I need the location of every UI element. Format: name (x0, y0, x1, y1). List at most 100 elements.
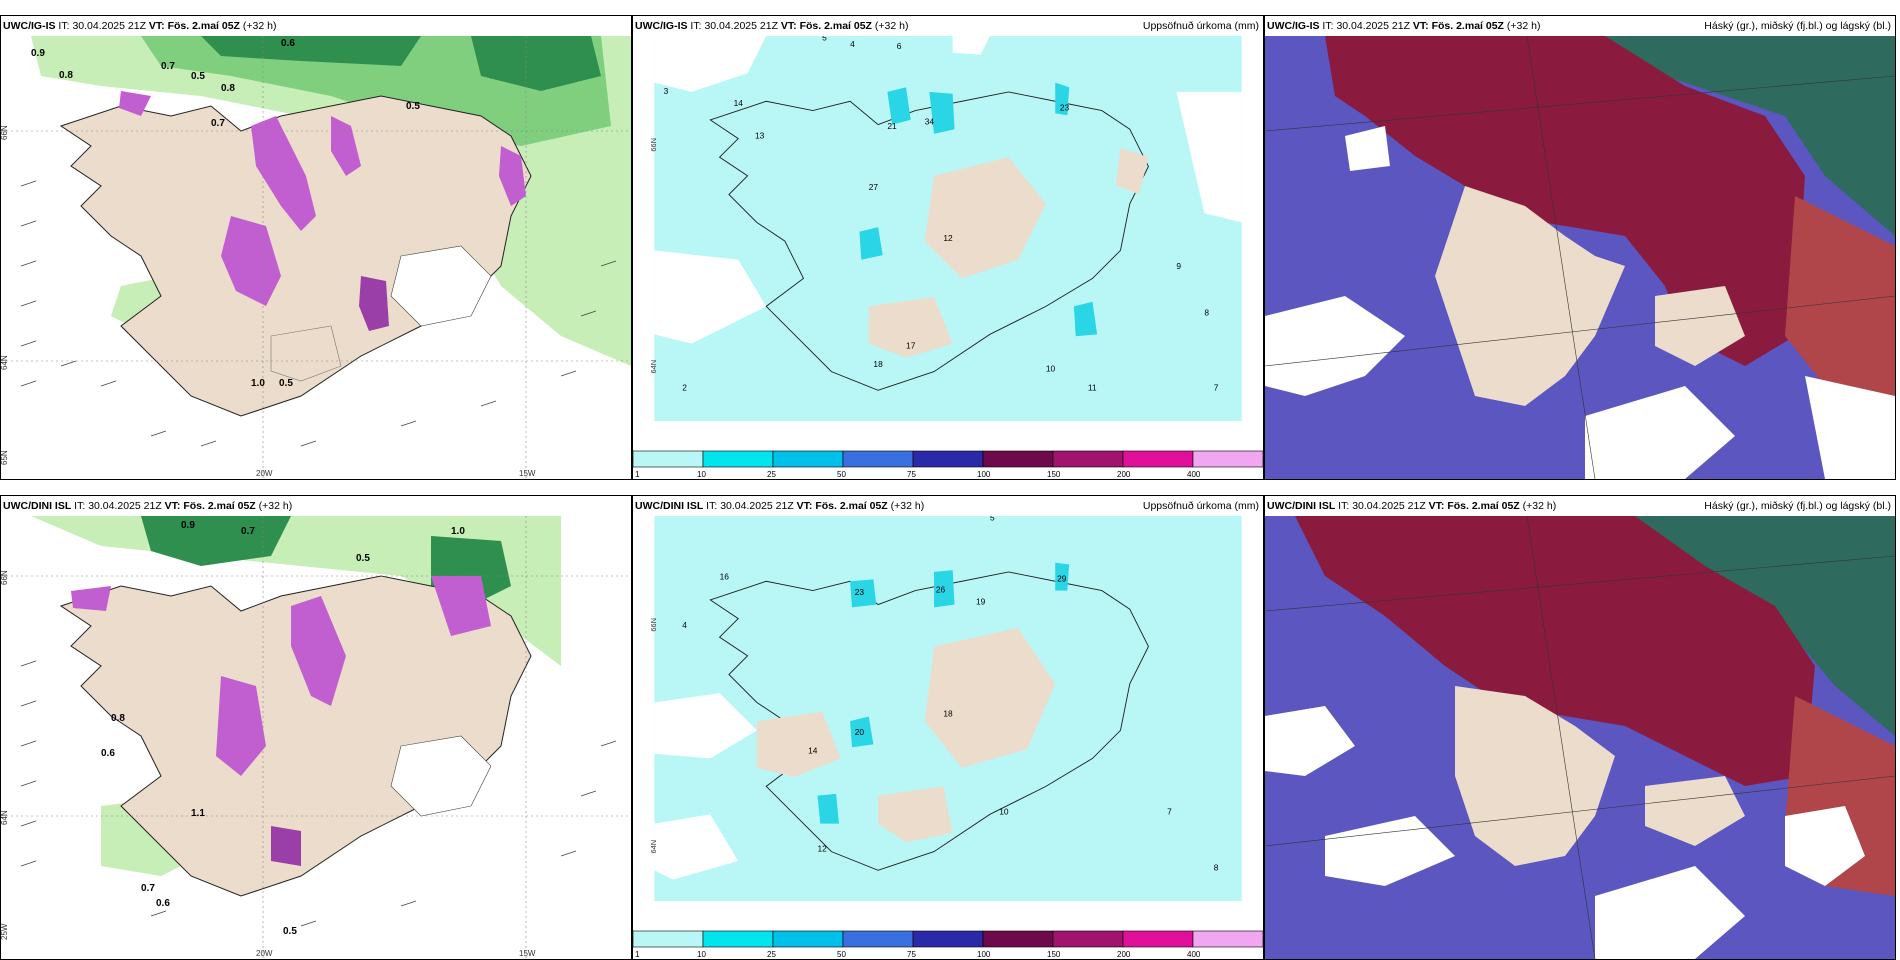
value-label: 26 (936, 584, 946, 594)
it-label: IT: (1322, 20, 1334, 32)
lead-time: (+32 h) (242, 20, 277, 32)
cloud-layers-map (1265, 36, 1895, 479)
value-label: 10 (999, 806, 1009, 816)
panel-top-left-cloud-wind: UWC/IG-IS IT: 30.04.2025 21Z VT: Fös. 2.… (0, 15, 632, 480)
colorbar-swatch (1192, 450, 1263, 468)
lat-label: 65N (1, 450, 9, 465)
value-label: 14 (808, 746, 818, 756)
value-label: 11 (1088, 382, 1097, 392)
value-label: 13 (755, 131, 765, 141)
model-name: UWC/DINI ISL (635, 500, 704, 512)
lead-time: (+32 h) (1522, 500, 1557, 512)
value-label: 18 (873, 359, 883, 369)
panel-bottom-middle-precip: UWC/DINI ISL IT: 30.04.2025 21Z VT: Fös.… (632, 495, 1264, 960)
panel-header: UWC/IG-IS IT: 30.04.2025 21Z VT: Fös. 2.… (1265, 16, 1895, 36)
model-name: UWC/IG-IS (635, 20, 688, 32)
it-value: 30.04.2025 21Z (1352, 500, 1426, 512)
colorbar-swatch (842, 450, 914, 468)
precip-map: 5 16 23 26 19 29 20 18 14 10 12 7 8 4 66… (649, 516, 1242, 902)
value-label: 0.7 (161, 61, 175, 72)
vt-value: Fös. 2.maí 05Z (799, 20, 872, 32)
it-value: 30.04.2025 21Z (72, 20, 146, 32)
vt-label: VT: (1428, 500, 1445, 512)
panel-title: Háský (gr.), miðský (fj.bl.) og lágský (… (1704, 20, 1891, 32)
colorbar-tick-label: 50 (837, 950, 846, 959)
precip-colorbar: 1 10 25 50 75 100 150 200 400 (633, 929, 1263, 959)
value-label: 0.7 (141, 883, 155, 894)
value-label: 0.9 (181, 520, 195, 531)
panel-top-middle-precip: UWC/IG-IS IT: 30.04.2025 21Z VT: Fös. 2.… (632, 15, 1264, 480)
it-label: IT: (690, 20, 702, 32)
it-value: 30.04.2025 21Z (88, 500, 162, 512)
value-label: 0.9 (31, 48, 45, 59)
panel-header: UWC/DINI ISL IT: 30.04.2025 21Z VT: Fös.… (1, 496, 631, 516)
lat-label: 66N (1, 125, 9, 140)
lead-time: (+32 h) (890, 500, 925, 512)
value-label: 0.7 (211, 118, 225, 129)
colorbar-swatch (912, 450, 984, 468)
value-label: 4 (850, 39, 855, 49)
lon-label: 20W (256, 469, 273, 478)
lat-label: 66N (1, 570, 9, 585)
vt-value: Fös. 2.maí 05Z (183, 500, 256, 512)
it-label: IT: (74, 500, 86, 512)
colorbar-swatch (1122, 930, 1194, 948)
value-label: 1.0 (251, 378, 265, 389)
value-label: 0.6 (281, 38, 295, 49)
lead-time: (+32 h) (1506, 20, 1541, 32)
lon-label: 15W (519, 949, 536, 958)
vt-label: VT: (1412, 20, 1429, 32)
colorbar-tick-label: 200 (1117, 950, 1131, 959)
value-label: 27 (869, 182, 879, 192)
value-label: 0.5 (283, 926, 297, 937)
value-label: 5 (990, 516, 995, 523)
vt-value: Fös. 2.maí 05Z (167, 20, 240, 32)
cloud-wind-map: 0.9 0.8 0.7 0.5 0.6 0.8 0.7 0.5 1.0 0.5 … (1, 36, 631, 479)
colorbar-swatch (772, 930, 844, 948)
value-label: 16 (720, 571, 730, 581)
colorbar-tick-label: 150 (1047, 470, 1061, 479)
it-label: IT: (1338, 500, 1350, 512)
value-label: 1.1 (191, 808, 205, 819)
value-label: 0.5 (191, 71, 205, 82)
colorbar-swatch (633, 450, 704, 468)
colorbar-tick-label: 75 (907, 950, 916, 959)
value-label: 3 (664, 86, 669, 96)
panel-header: UWC/IG-IS IT: 30.04.2025 21Z VT: Fös. 2.… (1, 16, 631, 36)
colorbar-tick-label: 50 (837, 470, 846, 479)
value-label: 18 (943, 708, 953, 718)
value-label: 0.8 (111, 713, 125, 724)
value-label: 4 (682, 620, 687, 630)
value-label: 29 (1057, 573, 1067, 583)
value-label: 17 (906, 340, 916, 350)
it-value: 30.04.2025 21Z (1336, 20, 1410, 32)
vt-label: VT: (164, 500, 181, 512)
value-label: 2 (682, 382, 687, 392)
panel-header: UWC/IG-IS IT: 30.04.2025 21Z VT: Fös. 2.… (633, 16, 1263, 36)
value-label: 0.5 (356, 553, 370, 564)
value-label: 8 (1214, 862, 1219, 872)
value-label: 5 (822, 36, 827, 43)
model-name: UWC/IG-IS (1267, 20, 1320, 32)
colorbar-tick-label: 25 (767, 950, 776, 959)
panel-bottom-right-clouds: UWC/DINI ISL IT: 30.04.2025 21Z VT: Fös.… (1264, 495, 1896, 960)
lat-label: 25W (1, 923, 9, 940)
lead-time: (+32 h) (874, 20, 909, 32)
colorbar-swatch (1192, 930, 1263, 948)
it-label: IT: (706, 500, 718, 512)
vt-label: VT: (780, 20, 797, 32)
colorbar-tick-label: 400 (1187, 470, 1201, 479)
vt-label: VT: (148, 20, 165, 32)
it-value: 30.04.2025 21Z (704, 20, 778, 32)
value-label: 0.7 (241, 526, 255, 537)
value-label: 34 (925, 117, 935, 127)
value-label: 6 (897, 41, 902, 51)
precip-map: 5 4 6 3 14 21 34 23 13 27 12 17 18 11 10… (649, 36, 1242, 422)
value-label: 0.6 (156, 898, 170, 909)
value-label: 12 (817, 844, 827, 854)
value-label: 8 (1204, 308, 1209, 318)
colorbar-tick-label: 100 (977, 950, 991, 959)
lat-label: 66N (649, 138, 658, 152)
colorbar-swatch (912, 930, 984, 948)
lat-label: 64N (649, 360, 658, 374)
